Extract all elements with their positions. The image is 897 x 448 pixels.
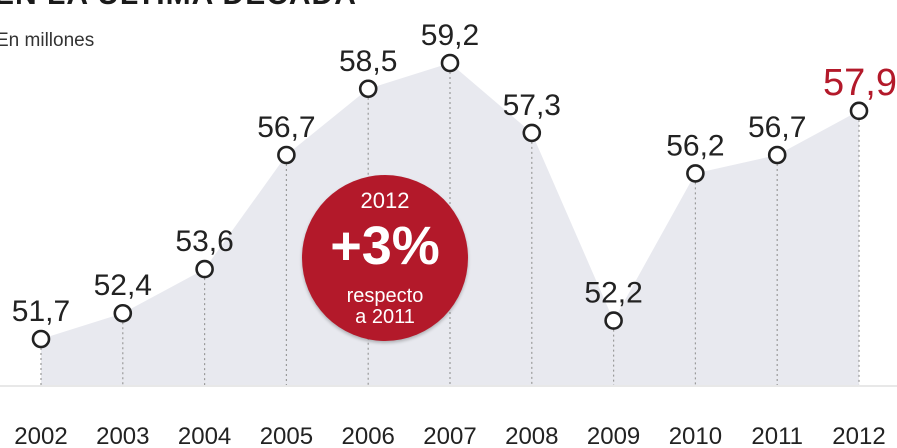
x-tick-label: 2010 [669,423,722,448]
x-tick-label: 2012 [832,423,885,448]
data-point [849,101,869,121]
data-point [522,123,542,143]
data-label: 52,4 [94,269,152,302]
badge-text-line1: respecto [346,285,424,307]
x-tick-label: 2009 [587,423,640,448]
x-tick-label: 2007 [423,423,476,448]
x-tick-label: 2004 [178,423,231,448]
data-point [113,303,133,323]
data-point [31,329,51,349]
data-label: 56,7 [748,111,806,144]
x-tick-label: 2008 [505,423,558,448]
data-label: 51,7 [12,295,70,328]
data-label: 56,2 [666,129,724,162]
marker-layer [31,53,869,349]
change-badge: 2012 +3% respecto a 2011 [302,175,468,341]
label-layer: 51,7 52,4 53,6 56,7 58,5 59,2 57,3 52,2 56,2 56,7… [12,19,897,328]
data-label: 52,2 [584,277,642,310]
data-label-highlight: 57,9 [823,62,897,104]
chart-subtitle: En millones [0,30,95,51]
data-label: 57,3 [503,89,561,122]
data-point [195,259,214,279]
data-point [440,53,460,73]
data-point [767,145,787,165]
data-point [358,79,378,99]
data-label: 53,6 [175,225,233,258]
tick-layer: 2002 2003 2004 2005 2006 2007 2008 2009 2010 2011… [14,423,885,448]
data-point [686,164,705,183]
chart-title: EN LA ÚLTIMA DÉCADA [0,0,357,12]
x-tick-label: 2003 [96,423,149,448]
badge-percent: +3% [330,216,440,276]
badge-year: 2012 [360,188,410,213]
data-label: 58,5 [339,45,397,78]
data-label: 56,7 [257,111,315,144]
badge-text-line2: a 2011 [355,306,415,328]
data-label: 59,2 [421,19,479,52]
x-tick-label: 2005 [260,423,313,448]
x-tick-label: 2002 [14,423,67,448]
x-tick-label: 2006 [342,423,395,448]
data-point [604,311,623,330]
data-point [277,145,296,165]
x-tick-label: 2011 [751,423,803,448]
